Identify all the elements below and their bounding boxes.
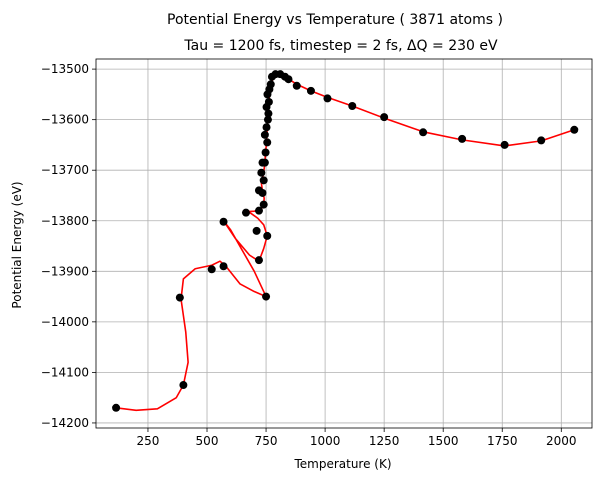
data-point [259,200,268,209]
data-point [175,293,184,302]
fit-curve [115,73,575,412]
data-point [292,81,301,90]
x-tick-label: 1500 [428,434,459,448]
data-point [266,80,275,89]
data-points-layer [112,70,579,412]
x-tick-label: 2000 [546,434,577,448]
data-point [179,381,188,390]
y-tick-label: −13800 [41,214,89,228]
y-tick-label: −14200 [41,416,89,430]
data-point [261,148,270,157]
x-tick-label: 250 [137,434,160,448]
y-tick-label: −13900 [41,264,89,278]
data-point [537,136,546,145]
grid-lines [96,59,592,428]
x-tick-label: 500 [196,434,219,448]
y-tick-label: −13700 [41,163,89,177]
data-point [260,130,269,139]
data-point [348,102,357,111]
data-point [500,140,509,149]
data-point [262,292,271,301]
data-point [241,208,250,217]
data-point [263,231,272,240]
data-point [323,94,332,103]
y-tick-label: −13500 [41,62,89,76]
data-point [258,188,267,197]
x-tick-label: 750 [255,434,278,448]
x-axis-label: Temperature (K) [293,457,391,471]
data-point [259,176,268,185]
plot-frame [95,58,593,429]
chart-title: Potential Energy vs Temperature ( 3871 a… [167,12,503,28]
data-point [207,265,216,274]
x-tick-label: 1750 [487,434,518,448]
data-point [380,113,389,122]
fit-curve-layer [115,73,575,412]
y-tick-label: −13600 [41,113,89,127]
data-point [219,217,228,226]
x-tick-label: 1000 [310,434,341,448]
data-point [262,123,271,132]
y-tick-label: −14000 [41,315,89,329]
data-point [306,86,315,95]
axes: 250 500 750 1000 1250 1500 1750 2000 −14200 −1410… [41,58,593,448]
data-point [263,115,272,124]
data-point [252,226,261,235]
data-point [112,403,121,412]
data-point [264,97,273,106]
data-point [254,256,263,265]
x-tick-label: 1250 [369,434,400,448]
data-point [264,109,273,118]
y-axis-label: Potential Energy (eV) [10,181,24,308]
data-point [263,138,272,147]
data-point [570,125,579,134]
data-point [254,206,263,215]
data-point [257,168,266,177]
data-point [458,134,467,143]
data-point [258,158,267,167]
y-tick-label: −14100 [41,365,89,379]
data-point [219,262,228,271]
data-point [284,75,293,84]
data-point [419,128,428,137]
chart-subtitle: Tau = 1200 fs, timestep = 2 fs, ΔQ = 230… [183,38,498,54]
